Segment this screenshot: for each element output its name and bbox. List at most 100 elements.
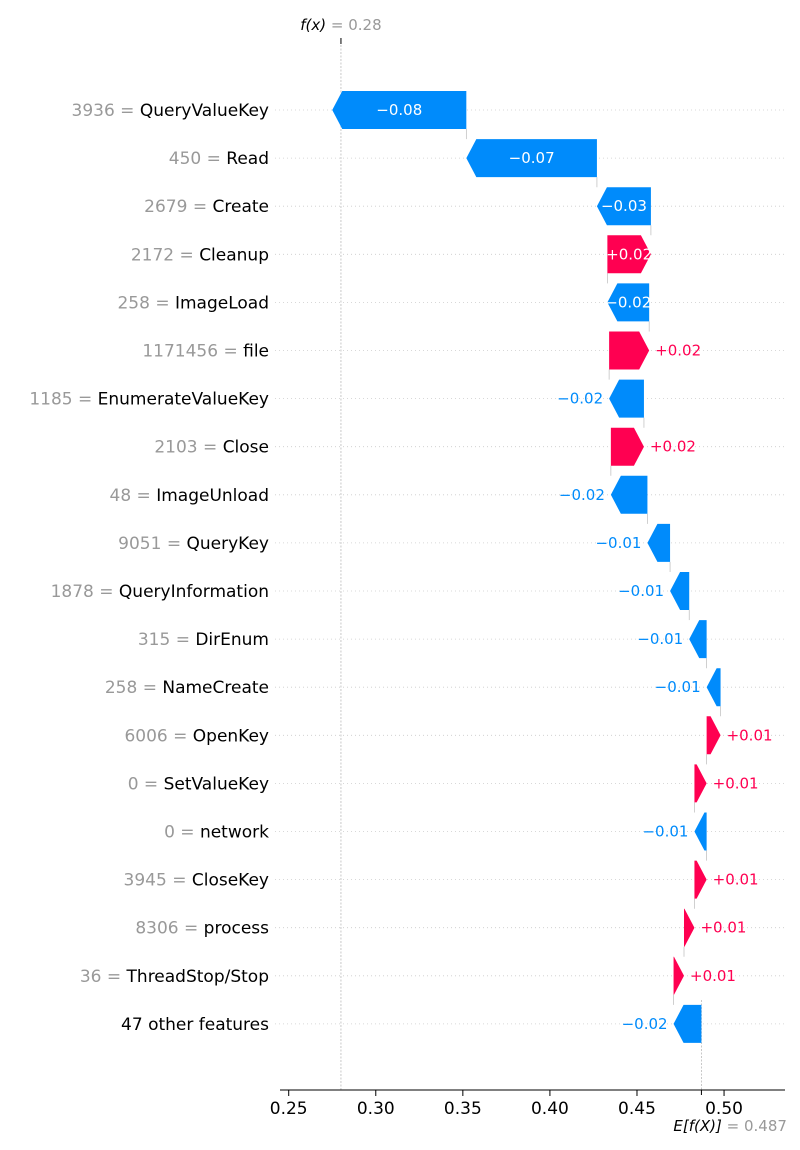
feature-name: QueryInformation	[119, 582, 269, 602]
feature-value: 450 =	[169, 149, 227, 169]
feature-label: 1171456 = file	[142, 342, 269, 362]
x-axis: 0.25 0.30 0.35 0.40 0.45 0.50	[270, 1089, 785, 1119]
feature-name: network	[200, 823, 269, 843]
feature-name: ImageUnload	[156, 486, 269, 506]
feature-name: EnumerateValueKey	[98, 390, 269, 410]
bar-value-label: +0.01	[700, 919, 746, 937]
feature-name: ThreadStop/Stop	[126, 967, 269, 987]
bar-value-label: −0.08	[376, 101, 422, 119]
feature-label: 3945 = CloseKey	[124, 871, 269, 891]
feature-label: 258 = ImageLoad	[117, 293, 269, 313]
feature-value: 0 =	[164, 823, 200, 843]
feature-name: CloseKey	[192, 871, 269, 891]
reference-lines	[340, 38, 721, 1095]
negative-bar	[647, 523, 671, 562]
negative-bar	[610, 475, 648, 514]
feature-value: 6006 =	[124, 726, 192, 746]
feature-value: 1878 =	[51, 582, 119, 602]
negative-bar	[596, 187, 651, 226]
bar-value-label: −0.02	[622, 1015, 668, 1033]
bar-value-label: +0.01	[690, 967, 736, 985]
feature-value: 258 =	[117, 293, 175, 313]
feature-value: 36 =	[80, 967, 127, 987]
feature-label: 2172 = Cleanup	[131, 245, 269, 265]
feature-name: QueryKey	[187, 534, 270, 554]
feature-label: 9051 = QueryKey	[118, 534, 269, 554]
feature-name: process	[204, 919, 269, 939]
x-tick-label: 0.40	[531, 1099, 569, 1119]
bar-value-label: +0.02	[655, 342, 701, 360]
feature-value: 8306 =	[135, 919, 203, 939]
negative-bar	[673, 1004, 702, 1043]
negative-bar	[607, 283, 650, 322]
efx-name: E[f(X)]	[673, 1117, 726, 1135]
negative-bar	[694, 812, 707, 851]
feature-label: 1185 = EnumerateValueKey	[29, 390, 269, 410]
fx-name: f(x)	[300, 16, 331, 34]
bar-value-label: −0.07	[509, 149, 555, 167]
x-tick-label: 0.35	[444, 1099, 482, 1119]
x-tick-label: 0.25	[270, 1099, 308, 1119]
positive-bar	[673, 956, 684, 995]
feature-label: 2103 = Close	[154, 438, 269, 458]
expression-labels: f(x) = 0.28 E[f(X)] = 0.487	[300, 16, 787, 1135]
feature-value: 2679 =	[144, 197, 212, 217]
feature-value: 2172 =	[131, 245, 199, 265]
bar-value-label: +0.01	[713, 871, 759, 889]
positive-bar	[694, 764, 707, 803]
positive-bar	[684, 908, 695, 947]
bar-value-label: +0.02	[606, 245, 652, 263]
positive-bar	[609, 331, 650, 370]
feature-value: 0 =	[128, 774, 164, 794]
x-tick-label: 0.45	[618, 1099, 656, 1119]
feature-name: Read	[226, 149, 269, 169]
negative-bar	[332, 91, 467, 129]
feature-label: 450 = Read	[169, 149, 269, 169]
feature-value: 258 =	[105, 678, 163, 698]
bars: −0.08 −0.07 −0.03 +0.02 −0.02 +0.02 −0.02 +0.02…	[332, 91, 773, 1043]
feature-value: 1185 =	[29, 390, 97, 410]
bar-value-label: −0.02	[557, 390, 603, 408]
negative-bar	[609, 379, 644, 418]
negative-bar	[670, 572, 690, 610]
feature-name: file	[243, 342, 269, 362]
positive-bar	[694, 860, 707, 899]
fx-label: f(x) = 0.28	[300, 16, 381, 34]
negative-bar	[466, 139, 597, 178]
bar-value-label: −0.01	[595, 534, 641, 552]
x-tick-label: 0.30	[357, 1099, 395, 1119]
feature-label: 315 = DirEnum	[138, 630, 269, 650]
feature-labels: 3936 = QueryValueKey 450 = Read 2679 = Cre…	[29, 101, 269, 1035]
bar-value-label: +0.02	[650, 438, 696, 456]
feature-name: Create	[213, 197, 270, 217]
bar-value-label: −0.01	[642, 823, 688, 841]
bar-value-label: −0.01	[637, 630, 683, 648]
feature-value: 9051 =	[118, 534, 186, 554]
feature-value: 3945 =	[124, 871, 192, 891]
feature-label: 0 = network	[164, 823, 269, 843]
feature-name: Cleanup	[199, 245, 269, 265]
feature-value: 2103 =	[154, 438, 222, 458]
negative-bar	[689, 620, 707, 659]
bar-value-label: +0.01	[713, 774, 759, 792]
feature-name: 47 other features	[121, 1015, 269, 1035]
feature-name: NameCreate	[162, 678, 269, 698]
bar-value-label: −0.02	[559, 486, 605, 504]
feature-name: OpenKey	[193, 726, 269, 746]
feature-value: 315 =	[138, 630, 196, 650]
feature-label: 47 other features	[121, 1015, 269, 1035]
feature-label: 0 = SetValueKey	[128, 774, 269, 794]
bar-value-label: −0.01	[618, 582, 664, 600]
feature-label: 3936 = QueryValueKey	[72, 101, 270, 121]
negative-bar	[706, 668, 721, 707]
positive-bar	[706, 716, 721, 755]
positive-bar	[607, 235, 651, 274]
feature-label: 36 = ThreadStop/Stop	[80, 967, 269, 987]
efx-value: = 0.487	[727, 1117, 787, 1135]
bar-value-label: −0.03	[601, 197, 647, 215]
feature-name: ImageLoad	[175, 293, 269, 313]
feature-label: 48 = ImageUnload	[110, 486, 269, 506]
row-gridlines	[275, 109, 785, 1025]
feature-value: 1171456 =	[142, 342, 243, 362]
